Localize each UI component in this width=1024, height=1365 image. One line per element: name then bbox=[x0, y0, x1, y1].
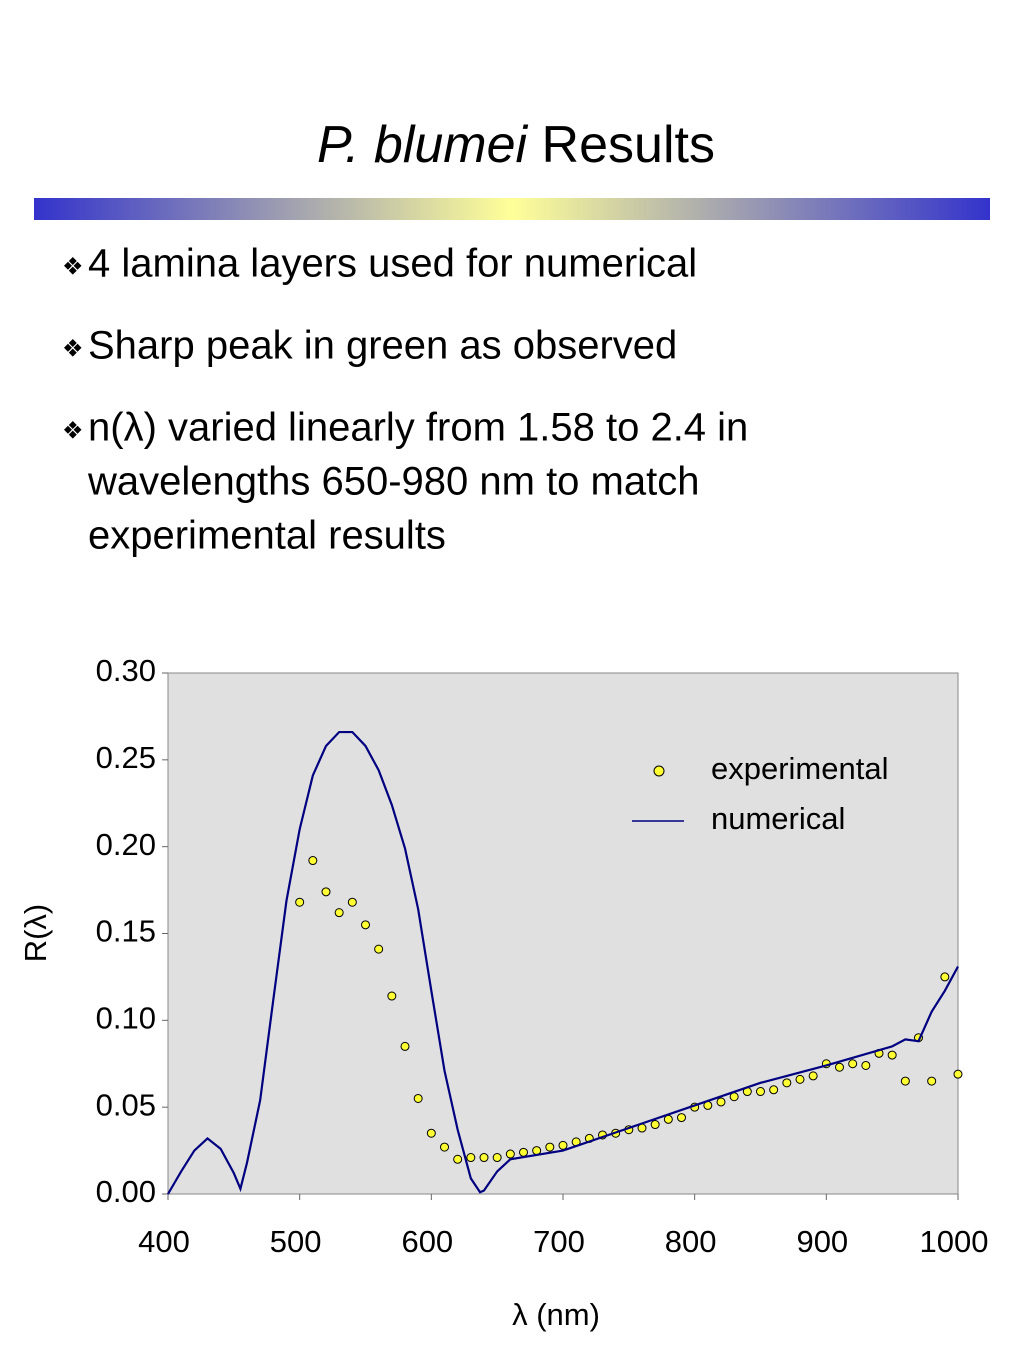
data-point bbox=[716, 1097, 726, 1107]
plot-area bbox=[167, 672, 959, 1195]
data-point bbox=[347, 897, 357, 907]
data-point bbox=[835, 1062, 844, 1072]
y-tick-label: 0.05 bbox=[96, 1087, 156, 1122]
title-italic: P. blumei bbox=[317, 116, 529, 174]
data-point bbox=[558, 1140, 568, 1150]
data-point bbox=[400, 1041, 410, 1051]
data-point bbox=[900, 1076, 910, 1086]
y-tick-label: 0.30 bbox=[96, 653, 156, 688]
data-point bbox=[808, 1071, 818, 1081]
x-tick-label: 500 bbox=[270, 1224, 322, 1259]
legend-label: numerical bbox=[711, 801, 845, 836]
legend-label: experimental bbox=[711, 751, 888, 786]
data-point bbox=[756, 1087, 765, 1097]
data-point bbox=[334, 908, 344, 918]
legend-marker bbox=[653, 765, 665, 777]
bullet-text: n(λ) varied linearly from 1.58 to 2.4 in bbox=[88, 406, 748, 450]
data-point bbox=[387, 991, 397, 1001]
x-tick-label: 400 bbox=[138, 1224, 190, 1259]
data-point bbox=[361, 920, 370, 930]
data-point bbox=[953, 1069, 963, 1079]
slide-title: P. blumei Results bbox=[317, 116, 715, 174]
x-tick-label: 700 bbox=[533, 1224, 585, 1259]
data-point bbox=[887, 1050, 897, 1060]
data-point bbox=[861, 1060, 871, 1070]
x-tick-label: 900 bbox=[796, 1224, 848, 1259]
bullet-text: experimental results bbox=[88, 514, 446, 558]
bullet-text: Sharp peak in green as observed bbox=[88, 324, 677, 368]
data-point bbox=[426, 1128, 436, 1138]
y-tick-label: 0.20 bbox=[96, 827, 156, 862]
title-rest: Results bbox=[542, 116, 715, 174]
data-point bbox=[848, 1059, 858, 1069]
data-point bbox=[413, 1093, 423, 1103]
data-point bbox=[374, 944, 384, 954]
data-point bbox=[677, 1113, 686, 1123]
data-point bbox=[295, 897, 305, 907]
x-tick-label: 600 bbox=[401, 1224, 453, 1259]
data-point bbox=[321, 887, 331, 897]
data-point bbox=[545, 1142, 555, 1152]
x-axis-label: λ (nm) bbox=[512, 1297, 600, 1332]
data-point bbox=[308, 856, 318, 866]
y-tick-label: 0.10 bbox=[96, 1001, 156, 1036]
numerical-line bbox=[167, 730, 959, 1195]
data-point bbox=[466, 1153, 476, 1163]
data-point bbox=[492, 1153, 502, 1163]
data-point bbox=[769, 1085, 779, 1095]
data-point bbox=[650, 1120, 660, 1130]
data-point bbox=[479, 1153, 489, 1163]
data-point bbox=[927, 1076, 937, 1086]
bullet-symbol: ❖ bbox=[62, 335, 84, 362]
bullet-symbol: ❖ bbox=[62, 253, 84, 280]
bullet-symbol: ❖ bbox=[62, 417, 84, 444]
data-point bbox=[505, 1149, 515, 1159]
bullet-text: wavelengths 650-980 nm to match bbox=[87, 460, 699, 504]
x-tick-label: 1000 bbox=[920, 1224, 989, 1259]
data-point bbox=[940, 972, 950, 982]
y-tick-label: 0.15 bbox=[96, 914, 156, 949]
bullet-text: 4 lamina layers used for numerical bbox=[88, 242, 697, 286]
data-point bbox=[453, 1154, 463, 1164]
data-point bbox=[782, 1078, 792, 1088]
title-band bbox=[34, 198, 990, 220]
data-point bbox=[519, 1147, 528, 1157]
x-tick-label: 800 bbox=[665, 1224, 717, 1259]
y-axis-label: R(λ) bbox=[18, 904, 53, 963]
y-tick-label: 0.25 bbox=[96, 740, 156, 775]
data-point bbox=[440, 1142, 449, 1152]
data-point bbox=[795, 1074, 805, 1084]
y-tick-label: 0.00 bbox=[96, 1174, 156, 1209]
